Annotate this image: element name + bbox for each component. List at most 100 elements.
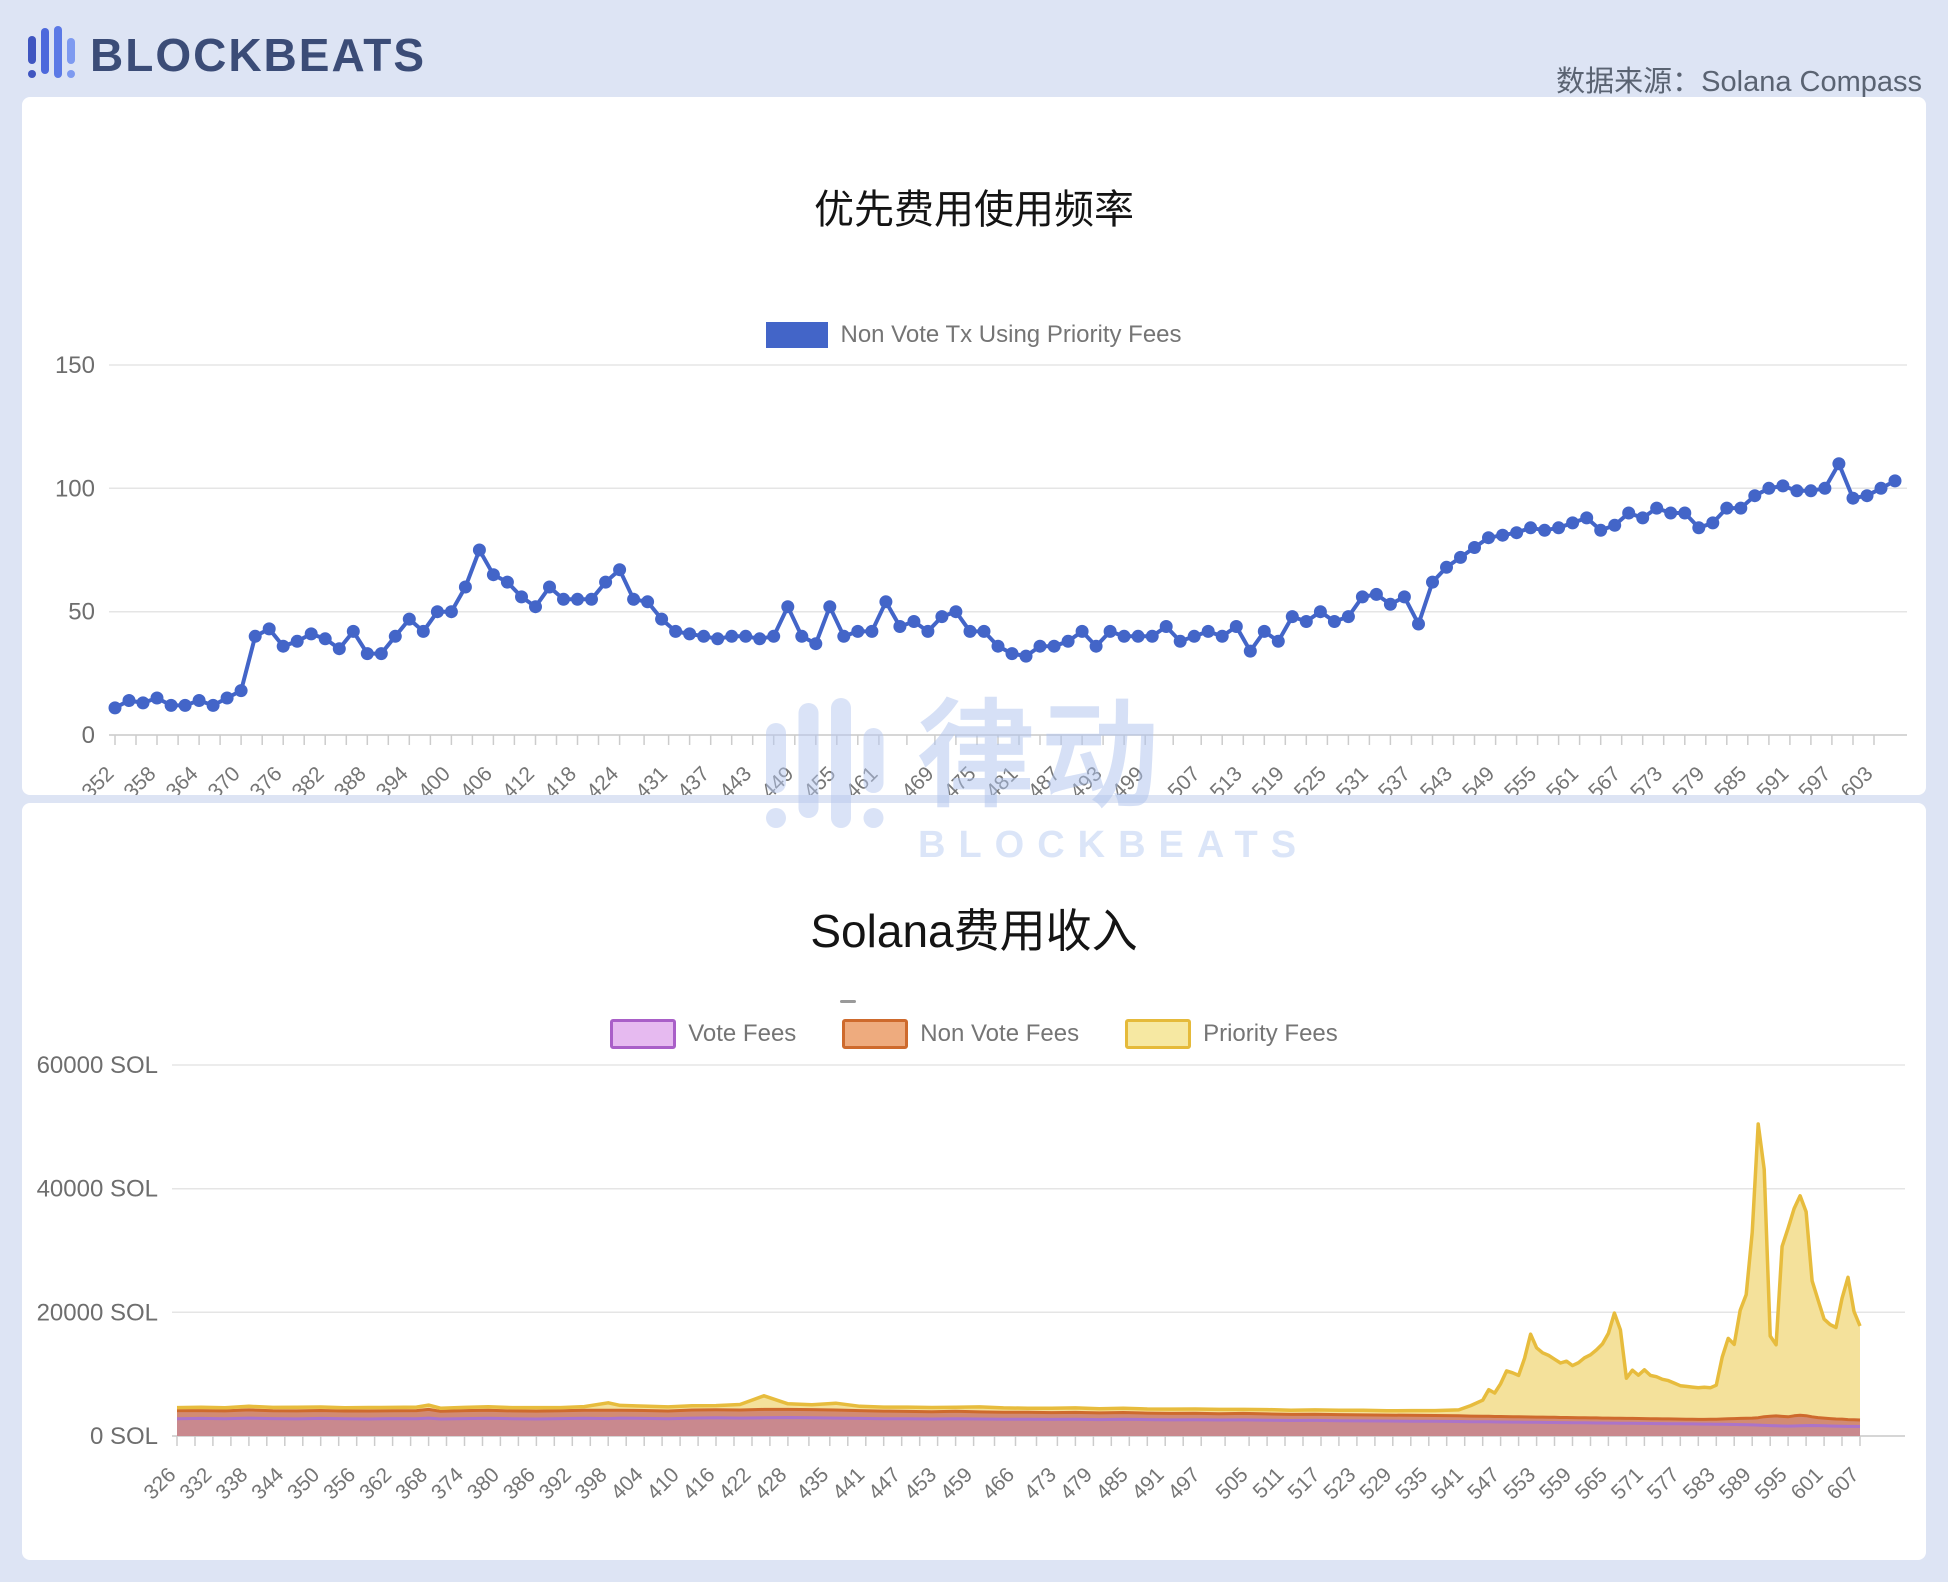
svg-text:0: 0 [82,722,95,749]
svg-text:443: 443 [715,762,756,795]
svg-text:485: 485 [1092,1463,1133,1504]
svg-text:523: 523 [1319,1463,1360,1504]
svg-text:422: 422 [714,1463,755,1504]
svg-text:541: 541 [1427,1463,1468,1504]
svg-text:447: 447 [864,1463,905,1504]
legend-label: Priority Fees [1203,1020,1338,1047]
svg-text:20000 SOL: 20000 SOL [37,1299,158,1326]
svg-text:455: 455 [799,762,840,795]
svg-text:362: 362 [355,1463,396,1504]
svg-text:410: 410 [643,1463,684,1504]
svg-text:382: 382 [288,762,329,795]
legend-swatch-priority-fees [1125,1019,1192,1049]
svg-text:368: 368 [391,1463,432,1504]
svg-text:0 SOL: 0 SOL [90,1423,158,1450]
svg-text:150: 150 [55,352,95,379]
legend-top: Non Vote Tx Using Priority Fees [22,321,1926,349]
svg-text:356: 356 [319,1463,360,1504]
chart-title-top: 优先费用使用频率 [814,188,1134,232]
svg-text:517: 517 [1283,1463,1324,1504]
svg-text:475: 475 [939,762,980,795]
legend-label: Vote Fees [688,1020,797,1047]
chart-title-bottom: Solana费用收入 [810,905,1138,957]
svg-text:398: 398 [571,1463,612,1504]
svg-text:497: 497 [1164,1463,1205,1504]
svg-text:535: 535 [1391,1463,1432,1504]
svg-text:370: 370 [204,762,245,795]
legend-swatch-blue [766,322,829,348]
svg-text:493: 493 [1066,762,1107,795]
legend-item-non-vote-fees: Non Vote Fees [842,1019,1079,1049]
legend-swatch-vote-fees [610,1019,677,1049]
svg-text:601: 601 [1787,1463,1828,1504]
svg-text:469: 469 [897,762,938,795]
svg-text:60000 SOL: 60000 SOL [37,1052,158,1079]
svg-text:505: 505 [1212,1463,1253,1504]
svg-text:573: 573 [1626,762,1667,795]
svg-text:529: 529 [1355,1463,1396,1504]
svg-text:499: 499 [1108,762,1149,795]
area-chart-solana-fee-revenue: 0 SOL 20000 SOL 40000 SOL 60000 SOL 32633233… [37,1052,1905,1504]
svg-text:537: 537 [1374,762,1415,795]
svg-text:400: 400 [414,762,455,795]
svg-text:579: 579 [1668,762,1709,795]
svg-text:332: 332 [175,1463,216,1504]
svg-text:479: 479 [1056,1463,1097,1504]
svg-text:549: 549 [1458,762,1499,795]
legend-label: Non Vote Fees [920,1020,1080,1047]
svg-text:553: 553 [1499,1463,1540,1504]
svg-text:418: 418 [540,762,581,795]
svg-text:40000 SOL: 40000 SOL [37,1176,158,1203]
svg-text:461: 461 [841,762,882,795]
svg-text:344: 344 [247,1463,288,1504]
svg-text:561: 561 [1542,762,1583,795]
svg-text:50: 50 [68,599,95,626]
svg-text:380: 380 [463,1463,504,1504]
svg-text:404: 404 [607,1463,648,1504]
svg-text:374: 374 [427,1463,468,1504]
svg-text:591: 591 [1752,762,1793,795]
svg-text:525: 525 [1290,762,1331,795]
svg-text:100: 100 [55,475,95,502]
svg-text:543: 543 [1416,762,1457,795]
svg-text:437: 437 [673,762,714,795]
svg-text:491: 491 [1128,1463,1169,1504]
svg-text:326: 326 [139,1463,180,1504]
svg-text:571: 571 [1607,1463,1648,1504]
svg-text:388: 388 [330,762,371,795]
page-header: BLOCKBEATS 数据来源：Solana Compass [0,0,1948,98]
svg-text:428: 428 [750,1463,791,1504]
legend-item-non-vote-tx: Non Vote Tx Using Priority Fees [766,321,1182,349]
svg-text:507: 507 [1164,762,1205,795]
brand-wordmark: BLOCKBEATS [90,29,427,81]
svg-text:416: 416 [678,1463,719,1504]
svg-text:459: 459 [936,1463,977,1504]
blockbeats-logo-icon [28,26,76,84]
svg-text:431: 431 [631,762,672,795]
legend-item-priority-fees: Priority Fees [1125,1019,1338,1049]
svg-text:364: 364 [162,762,203,795]
blockbeats-logo: BLOCKBEATS [28,26,426,84]
svg-text:597: 597 [1794,762,1835,795]
svg-text:350: 350 [283,1463,324,1504]
svg-text:603: 603 [1836,762,1877,795]
svg-text:607: 607 [1822,1463,1863,1504]
legend-bottom: Vote Fees Non Vote Fees Priority Fees [22,1019,1926,1049]
legend-item-vote-fees: Vote Fees [610,1019,796,1049]
svg-text:338: 338 [211,1463,252,1504]
svg-text:559: 559 [1535,1463,1576,1504]
svg-text:481: 481 [981,762,1022,795]
svg-text:511: 511 [1249,1463,1289,1503]
svg-text:555: 555 [1500,762,1541,795]
data-source-label: 数据来源：Solana Compass [1556,66,1922,98]
svg-text:567: 567 [1584,762,1625,795]
legend-label: Non Vote Tx Using Priority Fees [840,321,1182,348]
svg-text:577: 577 [1643,1463,1684,1504]
svg-text:583: 583 [1679,1463,1720,1504]
svg-text:358: 358 [119,762,160,795]
svg-text:453: 453 [900,1463,941,1504]
svg-text:386: 386 [499,1463,540,1504]
svg-text:392: 392 [535,1463,576,1504]
svg-text:585: 585 [1710,762,1751,795]
